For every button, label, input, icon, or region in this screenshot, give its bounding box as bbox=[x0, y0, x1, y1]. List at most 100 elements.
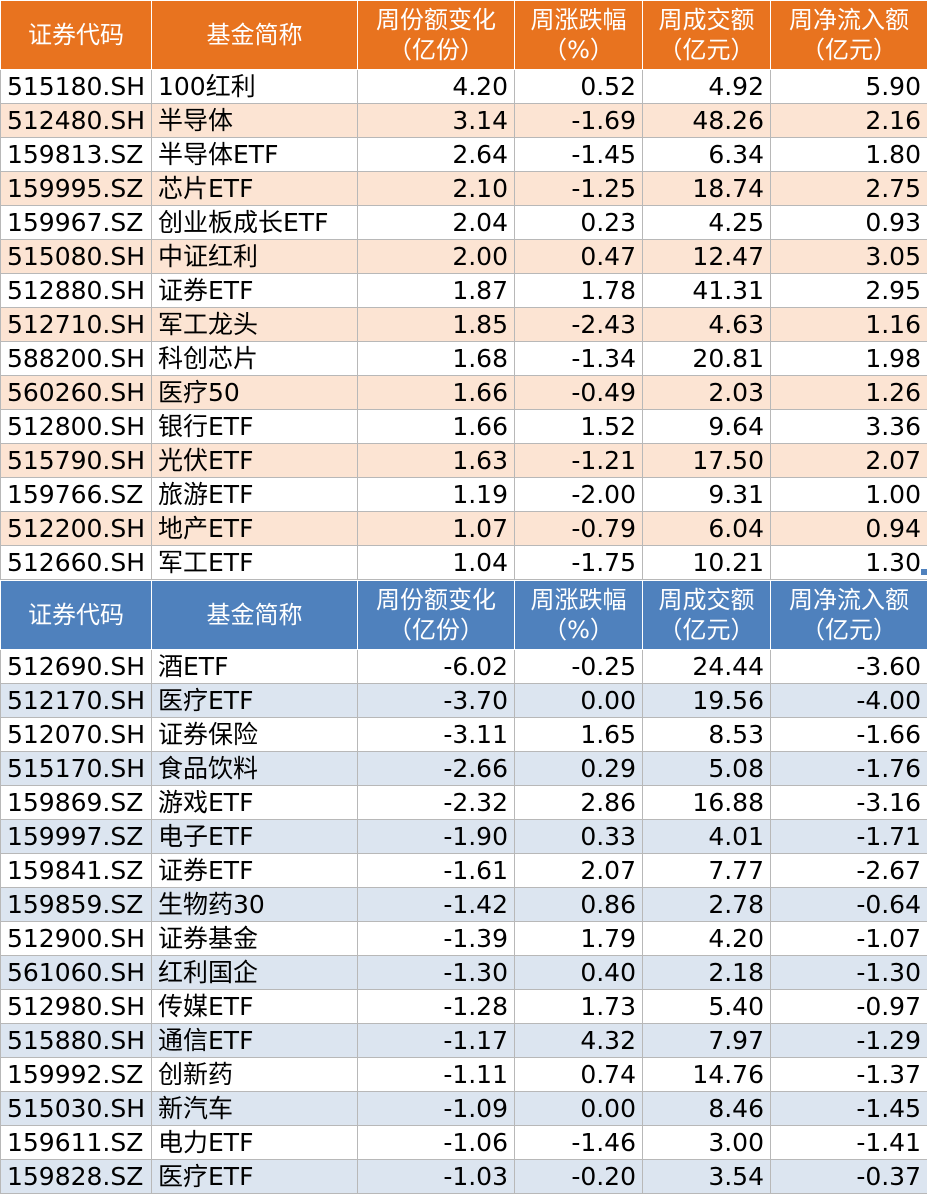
cell-share-change: 1.87 bbox=[358, 274, 515, 308]
cell-code: 512800.SH bbox=[1, 410, 152, 444]
cell-name: 电子ETF bbox=[152, 820, 358, 854]
table-header-row: 证券代码 基金简称 周份额变化 （亿份） 周涨跌幅 （%） 周成交额 （亿元） … bbox=[1, 581, 927, 650]
cell-net-inflow: 3.05 bbox=[771, 240, 927, 274]
cell-pct-change: 0.00 bbox=[515, 1092, 643, 1126]
header-volume: 周成交额 （亿元） bbox=[643, 1, 771, 70]
cell-share-change: 4.20 bbox=[358, 70, 515, 104]
cell-pct-change: 0.52 bbox=[515, 70, 643, 104]
cell-pct-change: 0.40 bbox=[515, 956, 643, 990]
cell-share-change: -1.30 bbox=[358, 956, 515, 990]
cell-volume: 9.31 bbox=[643, 478, 771, 512]
cell-volume: 8.46 bbox=[643, 1092, 771, 1126]
cell-share-change: -2.66 bbox=[358, 752, 515, 786]
header-volume-line1: 周成交额 bbox=[647, 585, 766, 615]
cell-volume: 2.18 bbox=[643, 956, 771, 990]
cell-share-change: 2.64 bbox=[358, 138, 515, 172]
header-share-change-line2: （亿份） bbox=[362, 615, 510, 645]
cell-name: 军工龙头 bbox=[152, 308, 358, 342]
cell-pct-change: -1.75 bbox=[515, 546, 643, 580]
cell-share-change: -1.03 bbox=[358, 1160, 515, 1194]
cell-pct-change: 2.07 bbox=[515, 854, 643, 888]
cell-net-inflow: -1.30 bbox=[771, 956, 927, 990]
cell-code: 512170.SH bbox=[1, 684, 152, 718]
cell-name: 医疗ETF bbox=[152, 1160, 358, 1194]
cell-pct-change: 0.86 bbox=[515, 888, 643, 922]
cell-pct-change: 4.32 bbox=[515, 1024, 643, 1058]
cell-pct-change: -1.34 bbox=[515, 342, 643, 376]
cell-net-inflow: 1.00 bbox=[771, 478, 927, 512]
cell-net-inflow: 3.36 bbox=[771, 410, 927, 444]
cell-pct-change: 2.86 bbox=[515, 786, 643, 820]
cell-share-change: -1.28 bbox=[358, 990, 515, 1024]
cell-share-change: -6.02 bbox=[358, 650, 515, 684]
cell-code: 512900.SH bbox=[1, 922, 152, 956]
cell-name: 创业板成长ETF bbox=[152, 206, 358, 240]
cell-code: 561060.SH bbox=[1, 956, 152, 990]
cell-share-change: 1.85 bbox=[358, 308, 515, 342]
header-share-change-line1: 周份额变化 bbox=[362, 5, 510, 35]
cell-net-inflow: 5.90 bbox=[771, 70, 927, 104]
header-volume-line1: 周成交额 bbox=[647, 5, 766, 35]
cell-share-change: -1.39 bbox=[358, 922, 515, 956]
cell-name: 创新药 bbox=[152, 1058, 358, 1092]
cell-code: 512070.SH bbox=[1, 718, 152, 752]
cell-net-inflow: -2.67 bbox=[771, 854, 927, 888]
cell-net-inflow: 1.30 bbox=[771, 546, 927, 580]
cell-code: 159997.SZ bbox=[1, 820, 152, 854]
cell-code: 515180.SH bbox=[1, 70, 152, 104]
cell-share-change: 2.00 bbox=[358, 240, 515, 274]
cell-net-inflow: -0.97 bbox=[771, 990, 927, 1024]
cell-share-change: -3.11 bbox=[358, 718, 515, 752]
cell-pct-change: -0.20 bbox=[515, 1160, 643, 1194]
cell-name: 食品饮料 bbox=[152, 752, 358, 786]
cell-volume: 5.40 bbox=[643, 990, 771, 1024]
cell-name: 证券ETF bbox=[152, 274, 358, 308]
cell-pct-change: 1.79 bbox=[515, 922, 643, 956]
cell-code: 159766.SZ bbox=[1, 478, 152, 512]
cell-name: 游戏ETF bbox=[152, 786, 358, 820]
cell-volume: 3.54 bbox=[643, 1160, 771, 1194]
cell-name: 红利国企 bbox=[152, 956, 358, 990]
cell-name: 军工ETF bbox=[152, 546, 358, 580]
cell-name: 中证红利 bbox=[152, 240, 358, 274]
cell-volume: 4.20 bbox=[643, 922, 771, 956]
cell-code: 159992.SZ bbox=[1, 1058, 152, 1092]
header-pct-change-line1: 周涨跌幅 bbox=[519, 5, 638, 35]
cell-net-inflow: 1.98 bbox=[771, 342, 927, 376]
cell-volume: 4.01 bbox=[643, 820, 771, 854]
cell-code: 515080.SH bbox=[1, 240, 152, 274]
header-name: 基金简称 bbox=[152, 1, 358, 70]
cell-name: 医疗ETF bbox=[152, 684, 358, 718]
cell-pct-change: -2.43 bbox=[515, 308, 643, 342]
cell-name: 科创芯片 bbox=[152, 342, 358, 376]
cell-name: 酒ETF bbox=[152, 650, 358, 684]
cell-code: 512980.SH bbox=[1, 990, 152, 1024]
cell-net-inflow: -1.45 bbox=[771, 1092, 927, 1126]
cell-name: 100红利 bbox=[152, 70, 358, 104]
cell-name: 医疗50 bbox=[152, 376, 358, 410]
cell-pct-change: -1.21 bbox=[515, 444, 643, 478]
cell-net-inflow: -0.64 bbox=[771, 888, 927, 922]
cell-volume: 5.08 bbox=[643, 752, 771, 786]
cell-code: 159967.SZ bbox=[1, 206, 152, 240]
cell-volume: 10.21 bbox=[643, 546, 771, 580]
cell-net-inflow: -1.37 bbox=[771, 1058, 927, 1092]
table-header-row: 证券代码 基金简称 周份额变化 （亿份） 周涨跌幅 （%） 周成交额 （亿元） … bbox=[1, 1, 927, 70]
cell-name: 传媒ETF bbox=[152, 990, 358, 1024]
cell-net-inflow: -1.66 bbox=[771, 718, 927, 752]
outflow-table: 证券代码 基金简称 周份额变化 （亿份） 周涨跌幅 （%） 周成交额 （亿元） … bbox=[0, 580, 927, 1194]
cell-name: 银行ETF bbox=[152, 410, 358, 444]
